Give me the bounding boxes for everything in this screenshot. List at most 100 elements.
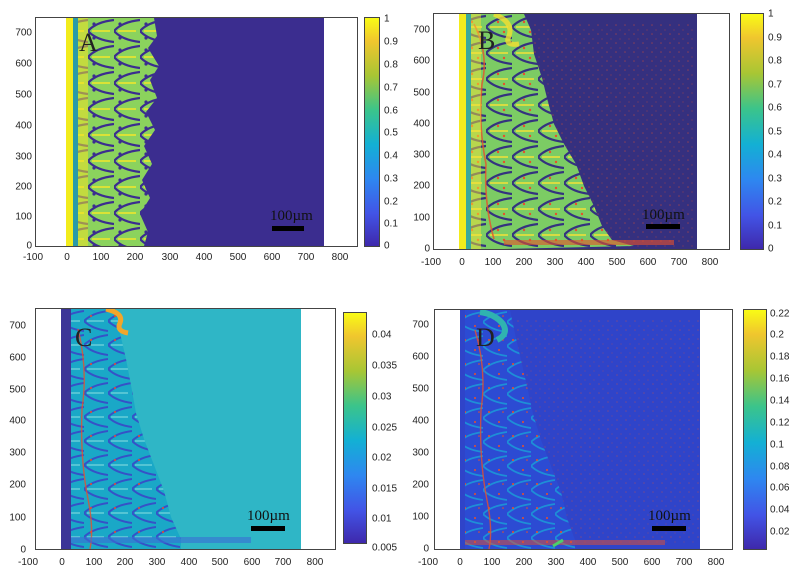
y-tick: 300 xyxy=(9,447,26,459)
colorbar-tick: 0.2 xyxy=(768,196,782,208)
y-tick: 600 xyxy=(15,58,32,70)
panel-d-image xyxy=(460,310,700,549)
panel-b-image xyxy=(459,14,697,249)
colorbar-tick: 0.8 xyxy=(384,59,398,71)
colorbar-tick: 0.015 xyxy=(372,483,398,495)
colorbar-tick: 0.14 xyxy=(770,395,790,407)
colorbar-tick: 0.1 xyxy=(384,218,398,230)
x-tick: 0 xyxy=(459,257,465,268)
x-tick: 800 xyxy=(331,252,349,263)
panel-a-scale-text: 100µm xyxy=(270,208,313,224)
panel-c: C 100µm 700 600 500 400 300 200 100 0 -1… xyxy=(0,290,398,575)
y-tick: 0 xyxy=(20,544,26,556)
colorbar-tick: 0.03 xyxy=(372,391,392,403)
y-tick: 200 xyxy=(412,479,429,491)
panel-c-image xyxy=(61,309,301,549)
panel-d: D 100µm 700 600 500 400 300 200 100 0 -1… xyxy=(398,290,796,575)
y-tick: 400 xyxy=(9,415,26,427)
colorbar-tick: 0.7 xyxy=(384,82,398,94)
colorbar-tick: 0.04 xyxy=(372,329,392,341)
x-tick: 800 xyxy=(306,557,324,568)
y-tick: 300 xyxy=(413,149,430,161)
x-tick: 500 xyxy=(229,252,247,263)
y-tick: 600 xyxy=(412,351,429,363)
panel-a-axes xyxy=(35,17,358,247)
panel-c-axes xyxy=(35,308,336,550)
x-tick: 300 xyxy=(148,557,166,568)
panel-a-scale-bar xyxy=(272,226,304,231)
colorbar-tick: 0.6 xyxy=(384,105,398,117)
x-tick: 100 xyxy=(483,557,501,568)
colorbar-tick: 0.16 xyxy=(770,373,790,385)
x-tick: -100 xyxy=(420,257,442,268)
x-tick: 400 xyxy=(180,557,198,568)
x-tick: 600 xyxy=(243,557,261,568)
colorbar-tick: 0.8 xyxy=(768,55,782,67)
panel-a-image xyxy=(66,18,324,246)
y-tick: 200 xyxy=(413,180,430,192)
y-tick: 400 xyxy=(413,118,430,130)
colorbar-tick: 0.08 xyxy=(770,461,790,473)
y-tick: 0 xyxy=(26,240,32,252)
colorbar-tick: 0.3 xyxy=(384,173,398,185)
colorbar-tick: 0.5 xyxy=(768,126,782,138)
colorbar-tick: 0.9 xyxy=(384,36,398,48)
y-tick: 500 xyxy=(413,87,430,99)
colorbar-tick: 0.4 xyxy=(384,150,398,162)
panel-c-colorbar xyxy=(343,312,367,544)
y-tick: 300 xyxy=(412,447,429,459)
colorbar-tick: 0.005 xyxy=(372,542,398,554)
y-tick: 700 xyxy=(15,27,32,39)
colorbar-tick: 0.1 xyxy=(770,439,784,451)
panel-b-colorbar xyxy=(740,13,764,250)
colorbar-tick: 0 xyxy=(768,243,774,255)
y-tick: 700 xyxy=(9,320,26,332)
panel-c-scale-bar xyxy=(251,526,285,531)
colorbar-tick: 0.18 xyxy=(770,351,790,363)
x-tick: 700 xyxy=(675,557,693,568)
panel-d-label: D xyxy=(476,323,495,352)
colorbar-tick: 0.1 xyxy=(768,220,782,232)
x-tick: 300 xyxy=(546,257,564,268)
colorbar-tick: 0.12 xyxy=(770,417,790,429)
x-tick: 500 xyxy=(611,557,629,568)
colorbar-tick: 0.02 xyxy=(372,452,392,464)
x-tick: 100 xyxy=(92,252,110,263)
colorbar-tick: 0.3 xyxy=(768,173,782,185)
colorbar-tick: 0.6 xyxy=(768,102,782,114)
x-tick: 600 xyxy=(643,557,661,568)
x-tick: 100 xyxy=(85,557,103,568)
x-tick: 600 xyxy=(263,252,281,263)
x-tick: 200 xyxy=(515,557,533,568)
x-tick: 300 xyxy=(161,252,179,263)
y-tick: 600 xyxy=(413,55,430,67)
y-tick: 700 xyxy=(412,319,429,331)
y-tick: 700 xyxy=(413,24,430,36)
colorbar-tick: 0.025 xyxy=(372,422,398,434)
panel-b-label: B xyxy=(478,26,496,55)
colorbar-tick: 0.2 xyxy=(384,196,398,208)
colorbar-tick: 0.035 xyxy=(372,360,398,372)
x-tick: 700 xyxy=(274,557,292,568)
x-tick: 500 xyxy=(608,257,626,268)
x-tick: 400 xyxy=(577,257,595,268)
panel-d-scale-text: 100µm xyxy=(648,508,691,524)
x-tick: 800 xyxy=(701,257,719,268)
x-tick: -100 xyxy=(22,252,44,263)
x-tick: 300 xyxy=(547,557,565,568)
colorbar-tick: 0.02 xyxy=(770,526,790,538)
panel-d-axes xyxy=(434,309,733,550)
panel-b-scale-text: 100µm xyxy=(642,207,685,223)
y-tick: 0 xyxy=(424,243,430,255)
colorbar-tick: 0.06 xyxy=(770,482,790,494)
y-tick: 200 xyxy=(9,479,26,491)
y-tick: 500 xyxy=(15,89,32,101)
y-tick: 100 xyxy=(413,212,430,224)
panel-b: B 100µm 700 600 500 400 300 200 100 0 -1… xyxy=(398,0,796,285)
panel-d-scale-bar xyxy=(652,526,686,531)
panel-c-scale-text: 100µm xyxy=(247,508,290,524)
x-tick: 600 xyxy=(639,257,657,268)
x-tick: 200 xyxy=(126,252,144,263)
y-tick: 100 xyxy=(9,512,26,524)
y-tick: 400 xyxy=(15,120,32,132)
